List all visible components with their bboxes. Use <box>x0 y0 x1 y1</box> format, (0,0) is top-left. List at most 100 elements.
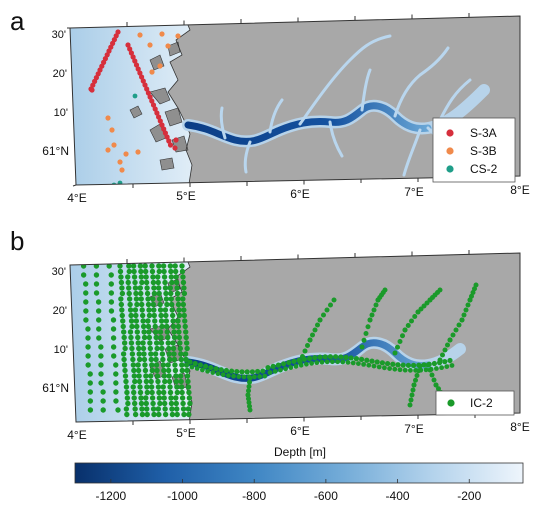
s3a-point <box>161 126 167 132</box>
ic2-point <box>150 400 156 407</box>
ic2-point <box>327 354 333 360</box>
ic2-point <box>137 389 144 396</box>
ic2-point <box>93 272 100 278</box>
ic2-point <box>361 361 366 367</box>
ic2-point <box>417 363 423 369</box>
ic2-point <box>134 301 140 308</box>
ic2-point <box>185 406 192 412</box>
ic2-point <box>155 378 161 385</box>
ic2-point <box>119 290 126 297</box>
ic2-point <box>307 337 313 343</box>
ic2-point <box>416 368 421 374</box>
s3a-point <box>133 62 140 68</box>
ic2-point <box>160 362 167 368</box>
ic2-point <box>95 308 102 314</box>
ic2-point <box>223 367 229 374</box>
ic2-point <box>150 296 156 302</box>
ic2-point <box>208 364 214 371</box>
ic2-point <box>117 268 124 275</box>
ic2-point <box>467 297 473 303</box>
ic2-point <box>96 335 102 341</box>
ic2-point <box>118 279 125 286</box>
ic2-point <box>369 312 375 318</box>
ic2-point <box>106 263 112 269</box>
ic2-point <box>129 345 135 352</box>
ic2-point <box>402 367 408 373</box>
ic2-point <box>108 272 114 278</box>
ic2-point <box>131 400 138 407</box>
ic2-point <box>173 395 179 401</box>
ic2-point <box>470 290 476 295</box>
ic2-point <box>234 368 240 375</box>
map-b <box>70 253 520 422</box>
ic2-point <box>148 378 154 385</box>
ic2-point <box>83 290 89 296</box>
lon-tick-a-5: 8°E <box>510 183 529 197</box>
ic2-point <box>286 359 292 366</box>
ic2-point <box>171 334 178 341</box>
ic2-point <box>177 345 184 352</box>
ic2-point <box>166 356 173 363</box>
legend-b-marker-ic2 <box>447 399 455 407</box>
ic2-point <box>150 279 157 286</box>
ic2-point <box>410 387 416 393</box>
ic2-point <box>142 263 148 269</box>
ic2-point <box>162 406 168 412</box>
ic2-point <box>164 329 170 335</box>
colorbar-gradient <box>74 462 524 484</box>
ic2-point <box>176 334 183 341</box>
ic2-point <box>181 290 188 297</box>
ic2-point <box>194 366 200 371</box>
ic2-point <box>131 373 137 379</box>
ic2-point <box>136 356 143 363</box>
ic2-point <box>411 362 417 368</box>
ic2-point <box>153 356 159 363</box>
ic2-point <box>162 411 169 418</box>
ic2-point <box>128 334 134 341</box>
ic2-point <box>249 369 255 375</box>
ic2-point <box>180 406 187 412</box>
ic2-point <box>83 299 89 305</box>
s3a-point <box>156 114 162 120</box>
ic2-point <box>173 378 180 385</box>
ic2-point <box>335 359 340 365</box>
ic2-point <box>361 337 367 343</box>
ic2-point <box>140 345 147 352</box>
ic2-point <box>172 367 179 374</box>
ic2-point <box>275 362 281 368</box>
ic2-point <box>166 345 172 352</box>
ic2-point <box>127 307 134 313</box>
ic2-point <box>444 364 450 370</box>
ic2-point <box>247 403 252 409</box>
ic2-point <box>241 374 247 380</box>
ic2-point <box>130 362 137 368</box>
ic2-point <box>179 263 185 269</box>
ic2-point <box>312 327 318 333</box>
ic2-point <box>138 268 144 275</box>
ic2-point <box>85 335 91 341</box>
ic2-point <box>179 362 185 368</box>
ic2-point <box>203 363 209 369</box>
ic2-point <box>412 314 418 319</box>
coastline-a <box>167 17 193 185</box>
ic2-point <box>166 378 173 385</box>
lat-tick-b-2: 20' <box>53 305 67 317</box>
ic2-point <box>156 268 162 275</box>
ic2-point <box>125 274 131 280</box>
ic2-point <box>409 392 415 398</box>
ic2-point <box>157 301 163 308</box>
ic2-point <box>98 380 104 386</box>
ic2-point <box>364 357 370 363</box>
ic2-point <box>179 395 186 401</box>
ic2-point <box>173 274 179 280</box>
ic2-point <box>392 350 398 356</box>
ic2-point <box>153 362 160 368</box>
ic2-point <box>155 384 162 390</box>
ic2-point <box>447 357 453 364</box>
ic2-point <box>220 372 226 378</box>
ic2-point <box>345 359 351 365</box>
ic2-point <box>135 367 142 374</box>
ic2-point <box>246 396 251 402</box>
ic2-point <box>281 361 287 367</box>
ic2-point <box>387 366 392 371</box>
